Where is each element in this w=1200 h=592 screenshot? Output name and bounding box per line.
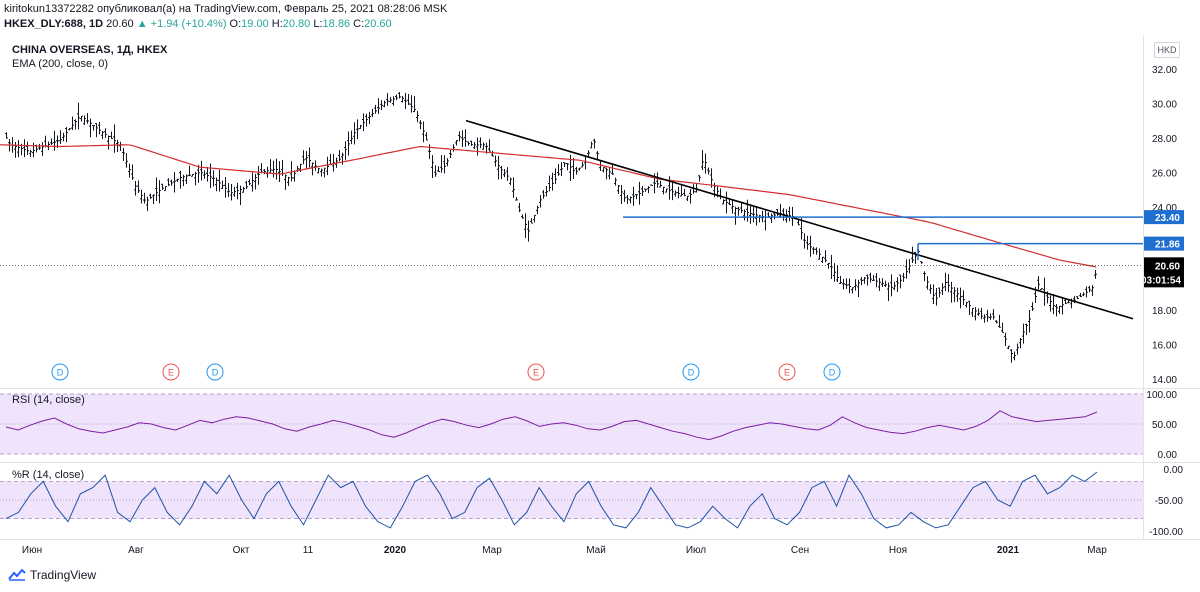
close-label: C:	[353, 18, 365, 30]
earnings-event-icon	[162, 363, 180, 381]
rsi-line	[5, 410, 1098, 441]
time-tick-label: Авг	[128, 545, 144, 556]
earnings-event-icon	[527, 363, 545, 381]
wr-title: %R (14, close)	[12, 469, 84, 481]
price-tick-label: 28.00	[1152, 134, 1177, 145]
dividend-event-label: D	[212, 368, 219, 378]
wr-line	[5, 471, 1098, 529]
last-price-badge	[1144, 257, 1184, 288]
high-label: H:	[271, 18, 283, 30]
bar-countdown: 03:01:54	[1141, 275, 1181, 286]
earnings-event-icon	[778, 363, 796, 381]
time-tick-label: Сен	[791, 545, 809, 556]
dividend-event-icon	[51, 363, 69, 381]
wr-tick-label: -50.00	[1155, 496, 1184, 507]
price-tick-label: 26.00	[1152, 168, 1177, 179]
hline-price-badge	[1144, 236, 1184, 251]
time-tick-label: 2020	[384, 545, 407, 556]
high-value: 20.80	[282, 18, 311, 30]
time-tick-label: Июн	[22, 545, 42, 556]
earnings-event-label: E	[533, 368, 539, 378]
dividend-event-icon	[206, 363, 224, 381]
time-tick-label: 2021	[997, 545, 1020, 556]
time-tick-label: Мар	[482, 545, 502, 556]
last-price: 20.60	[106, 18, 134, 30]
chart-title: CHINA OVERSEAS, 1Д, HKEX	[12, 44, 168, 56]
ema-200-line	[0, 144, 1097, 268]
price-tick-label: 16.00	[1152, 341, 1177, 352]
time-tick-label: Ноя	[889, 545, 907, 556]
price-tick-label: 18.00	[1152, 306, 1177, 317]
time-tick-label: Май	[586, 545, 606, 556]
symbol-line: HKEX_DLY:688, 1D 20.60 ▲ +1.94 (+10.4%) …	[4, 18, 392, 30]
time-tick-label: Окт	[233, 545, 250, 556]
time-tick-label: Мар	[1087, 545, 1107, 556]
wr-band	[0, 481, 1143, 519]
hline-price-badge	[1144, 210, 1184, 225]
low-label: L:	[313, 18, 323, 30]
open-value: 19.00	[241, 18, 269, 30]
dividend-event-label: D	[829, 368, 836, 378]
brand-label: TradingView	[30, 568, 97, 582]
time-tick-label: 11	[303, 545, 314, 556]
ohlc-bars	[5, 91, 1097, 363]
tradingview-brand[interactable]: TradingView	[8, 568, 96, 582]
price-tick-label: 24.00	[1152, 203, 1177, 214]
dividend-event-icon	[682, 363, 700, 381]
earnings-event-label: E	[784, 368, 790, 378]
low-value: 18.86	[322, 18, 351, 30]
rsi-tick-label: 0.00	[1158, 450, 1178, 461]
price-tick-label: 30.00	[1152, 99, 1177, 110]
last-price-label: 20.60	[1155, 261, 1180, 272]
currency-button[interactable]: HKD	[1154, 42, 1180, 58]
close-value: 20.60	[364, 18, 392, 30]
price-tick-label: 14.00	[1152, 375, 1177, 386]
tradingview-logo-icon	[8, 569, 26, 581]
earnings-event-label: E	[168, 368, 174, 378]
author-line: kiritokun13372282 опубликовал(а) на Trad…	[4, 3, 448, 15]
symbol: HKEX_DLY:688, 1D	[4, 18, 104, 30]
hline-price-label: 23.40	[1155, 213, 1180, 224]
dividend-event-label: D	[688, 368, 695, 378]
open-label: O:	[229, 18, 242, 30]
price-tick-label: 32.00	[1152, 65, 1177, 76]
dividend-event-icon	[823, 363, 841, 381]
time-tick-label: Июл	[686, 545, 706, 556]
hline-price-label: 21.86	[1155, 240, 1180, 251]
rsi-tick-label: 100.00	[1146, 390, 1177, 401]
rsi-tick-label: 50.00	[1152, 420, 1177, 431]
trendline	[465, 119, 1134, 320]
rsi-title: RSI (14, close)	[12, 394, 85, 406]
wr-tick-label: 0.00	[1164, 465, 1184, 476]
price-change: ▲ +1.94 (+10.4%)	[136, 18, 227, 30]
dividend-event-label: D	[57, 368, 64, 378]
wr-tick-label: -100.00	[1149, 527, 1183, 538]
ema-legend[interactable]: EMA (200, close, 0)	[12, 58, 108, 70]
